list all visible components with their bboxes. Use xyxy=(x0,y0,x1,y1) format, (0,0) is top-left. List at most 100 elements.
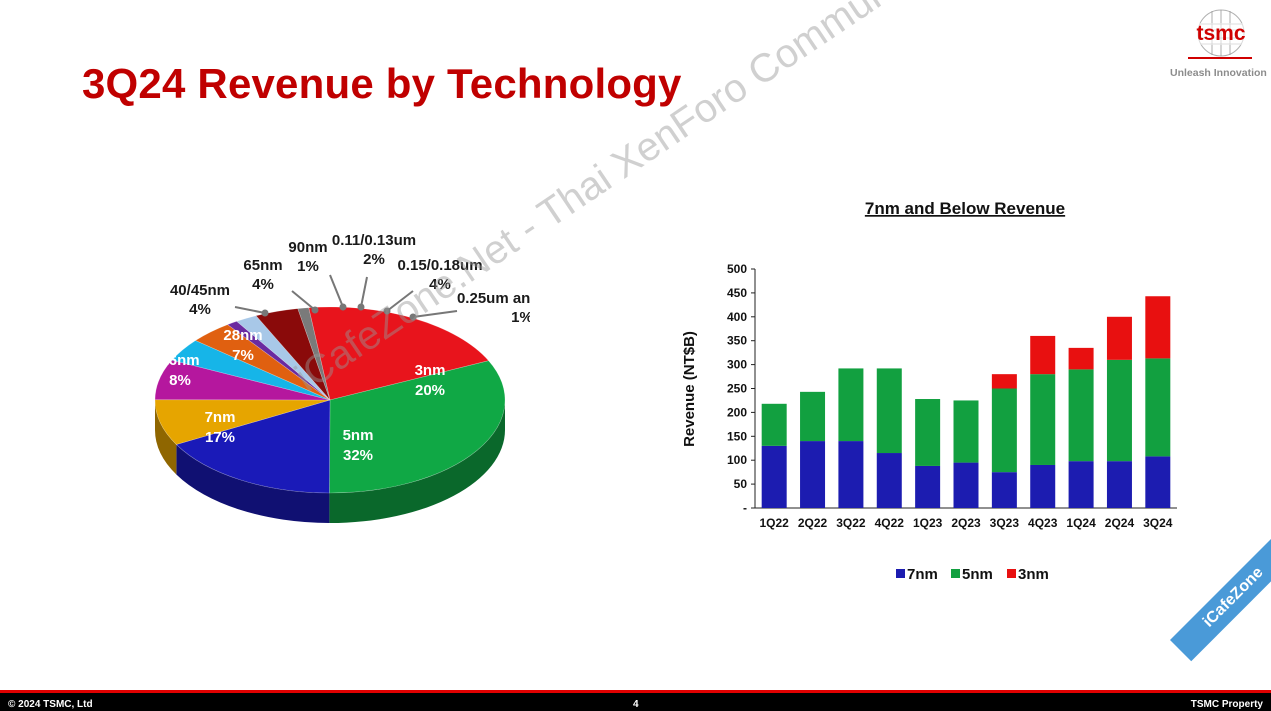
pie-value-40-45nm: 4% xyxy=(189,301,211,318)
pie-leader-0-11-0-13um xyxy=(360,276,368,308)
bar-5nm-3q23 xyxy=(991,388,1017,473)
footer-copyright: © 2024 TSMC, Ltd xyxy=(8,699,93,710)
pie-label-0-11-0-13um: 0.11/0.13um xyxy=(332,232,416,249)
svg-text:tsmc: tsmc xyxy=(1196,22,1245,45)
pie-leader-40-45nm xyxy=(234,306,266,314)
pie-value-90nm: 1% xyxy=(297,258,319,275)
bar-5nm-1q22 xyxy=(761,403,787,446)
bar-3nm-2q24 xyxy=(1106,316,1132,360)
bar-7nm-3q24 xyxy=(1145,456,1171,508)
x-tick-label: 2Q23 xyxy=(951,516,981,530)
pie-value-3nm: 20% xyxy=(415,382,445,399)
pie-label-0-25um-and-above: 0.25um and above xyxy=(457,290,530,307)
pie-leader-dot-40-45nm xyxy=(261,309,269,317)
y-tick-label: 200 xyxy=(727,405,747,419)
y-tick-label: 300 xyxy=(727,358,747,372)
bar-chart-title: 7nm and Below Revenue xyxy=(865,199,1065,218)
pie-leader-0-15-0-18um xyxy=(386,290,414,312)
logo-tagline: Unleash Innovation xyxy=(1170,67,1267,79)
x-tick-label: 2Q24 xyxy=(1105,516,1135,530)
pie-value-5nm: 32% xyxy=(343,447,373,464)
tsmc-logo: tsmc Unleash Innovation xyxy=(1168,6,1268,82)
pie-value-0-15-0-18um: 4% xyxy=(429,276,451,293)
bar-5nm-3q24 xyxy=(1145,358,1171,457)
bar-7nm-1q22 xyxy=(761,445,787,508)
y-tick-label: 150 xyxy=(727,429,747,443)
bar-7nm-2q23 xyxy=(953,462,979,508)
pie-slice-7nm xyxy=(175,399,331,494)
x-tick-label: 4Q23 xyxy=(1028,516,1058,530)
pie-leader-dot-90nm xyxy=(339,303,347,311)
pie-leader-dot-0-15-0-18um xyxy=(383,307,391,315)
pie-value-65nm: 4% xyxy=(252,276,274,293)
pie-slice-40-45nm xyxy=(171,340,331,401)
pie-value-28nm: 7% xyxy=(232,347,254,364)
y-tick-label: 100 xyxy=(727,453,747,467)
pie-label-3nm: 3nm xyxy=(415,362,446,379)
x-tick-label: 3Q24 xyxy=(1143,516,1173,530)
pie-label-16nm: 16nm xyxy=(160,352,199,369)
pie-slice-5nm xyxy=(329,360,506,494)
bar-7nm-1q24 xyxy=(1068,461,1094,508)
y-tick-label: 50 xyxy=(734,477,748,491)
legend-label-5nm: 5nm xyxy=(962,566,993,583)
y-tick-label: - xyxy=(743,501,747,515)
bar-legend: 7nm 5nm 3nm xyxy=(896,566,1049,583)
footer-bar: © 2024 TSMC, Ltd 4 TSMC Property xyxy=(0,690,1271,711)
pie-labels: 3nm 20% 5nm 32% 7nm 17% 16nm 8% 28nm 7% 40/45nm 4% 6… xyxy=(160,232,587,464)
bar-7nm-4q23 xyxy=(1030,464,1056,508)
pie-leader-dot-0-25um-and-above xyxy=(409,313,417,321)
bar-7nm-4q22 xyxy=(876,453,902,508)
bar-7nm-2q22 xyxy=(800,441,826,508)
pie-leader-0-25um-and-above xyxy=(412,310,458,318)
footer-property: TSMC Property xyxy=(1190,699,1263,710)
y-tick-label: 250 xyxy=(727,382,747,396)
y-tick-label: 450 xyxy=(727,286,747,300)
pie-leader-65nm xyxy=(291,290,316,311)
pie-side-5nm xyxy=(329,400,505,523)
legend-label-3nm: 3nm xyxy=(1018,566,1049,583)
bar-5nm-2q22 xyxy=(800,391,826,442)
x-tick-label: 1Q24 xyxy=(1066,516,1096,530)
bar-5nm-2q23 xyxy=(953,400,979,463)
pie-label-0-15-0-18um: 0.15/0.18um xyxy=(397,257,482,274)
y-axis-label: Revenue (NT$B) xyxy=(681,331,698,447)
pie-side-7nm xyxy=(176,444,330,523)
legend-swatch-3nm xyxy=(1007,569,1016,578)
pie-side-16nm xyxy=(155,400,177,475)
y-tick-label: 400 xyxy=(727,310,747,324)
legend-label-7nm: 7nm xyxy=(907,566,938,583)
x-tick-label: 2Q22 xyxy=(798,516,828,530)
tsmc-logo-icon: tsmc xyxy=(1188,9,1254,59)
bar-5nm-1q24 xyxy=(1068,369,1094,462)
bar-7nm-1q23 xyxy=(915,465,941,508)
pie-leader-90nm xyxy=(329,274,344,308)
pie-leader-dot-0-11-0-13um xyxy=(357,303,365,311)
bar-5nm-4q22 xyxy=(876,368,902,454)
bar-5nm-2q24 xyxy=(1106,359,1132,462)
y-tick-label: 500 xyxy=(727,262,747,276)
legend-swatch-5nm xyxy=(951,569,960,578)
pie-label-28nm: 28nm xyxy=(223,327,262,344)
x-tick-label: 1Q22 xyxy=(760,516,790,530)
pie-label-5nm: 5nm xyxy=(343,427,374,444)
pie-chart: 3nm 20% 5nm 32% 7nm 17% 16nm 8% 28nm 7% 40/45nm 4% 6… xyxy=(130,225,587,535)
x-tick-label: 4Q22 xyxy=(875,516,905,530)
pie-value-0-11-0-13um: 2% xyxy=(363,251,385,268)
pie-slice-28nm xyxy=(154,359,331,401)
pie-top xyxy=(154,306,506,494)
legend-swatch-7nm xyxy=(896,569,905,578)
bar-3nm-3q23 xyxy=(991,374,1017,389)
pie-slice-16nm xyxy=(154,399,331,445)
bar-7nm-3q23 xyxy=(991,472,1017,508)
page-title: 3Q24 Revenue by Technology xyxy=(82,60,682,107)
bar-5nm-3q22 xyxy=(838,368,864,442)
pie-value-16nm: 8% xyxy=(169,372,191,389)
pie-slice-0-25um-and-above xyxy=(297,307,331,401)
pie-value-0-25um-and-above: 1% xyxy=(511,309,530,326)
bar-5nm-4q23 xyxy=(1030,374,1056,465)
bar-chart: 7nm and Below Revenue - 50 100 150 200 250 300 3… xyxy=(670,190,1190,600)
x-tick-label: 3Q23 xyxy=(990,516,1020,530)
pie-leader-dot-65nm xyxy=(311,306,319,314)
pie-value-7nm: 17% xyxy=(205,429,235,446)
